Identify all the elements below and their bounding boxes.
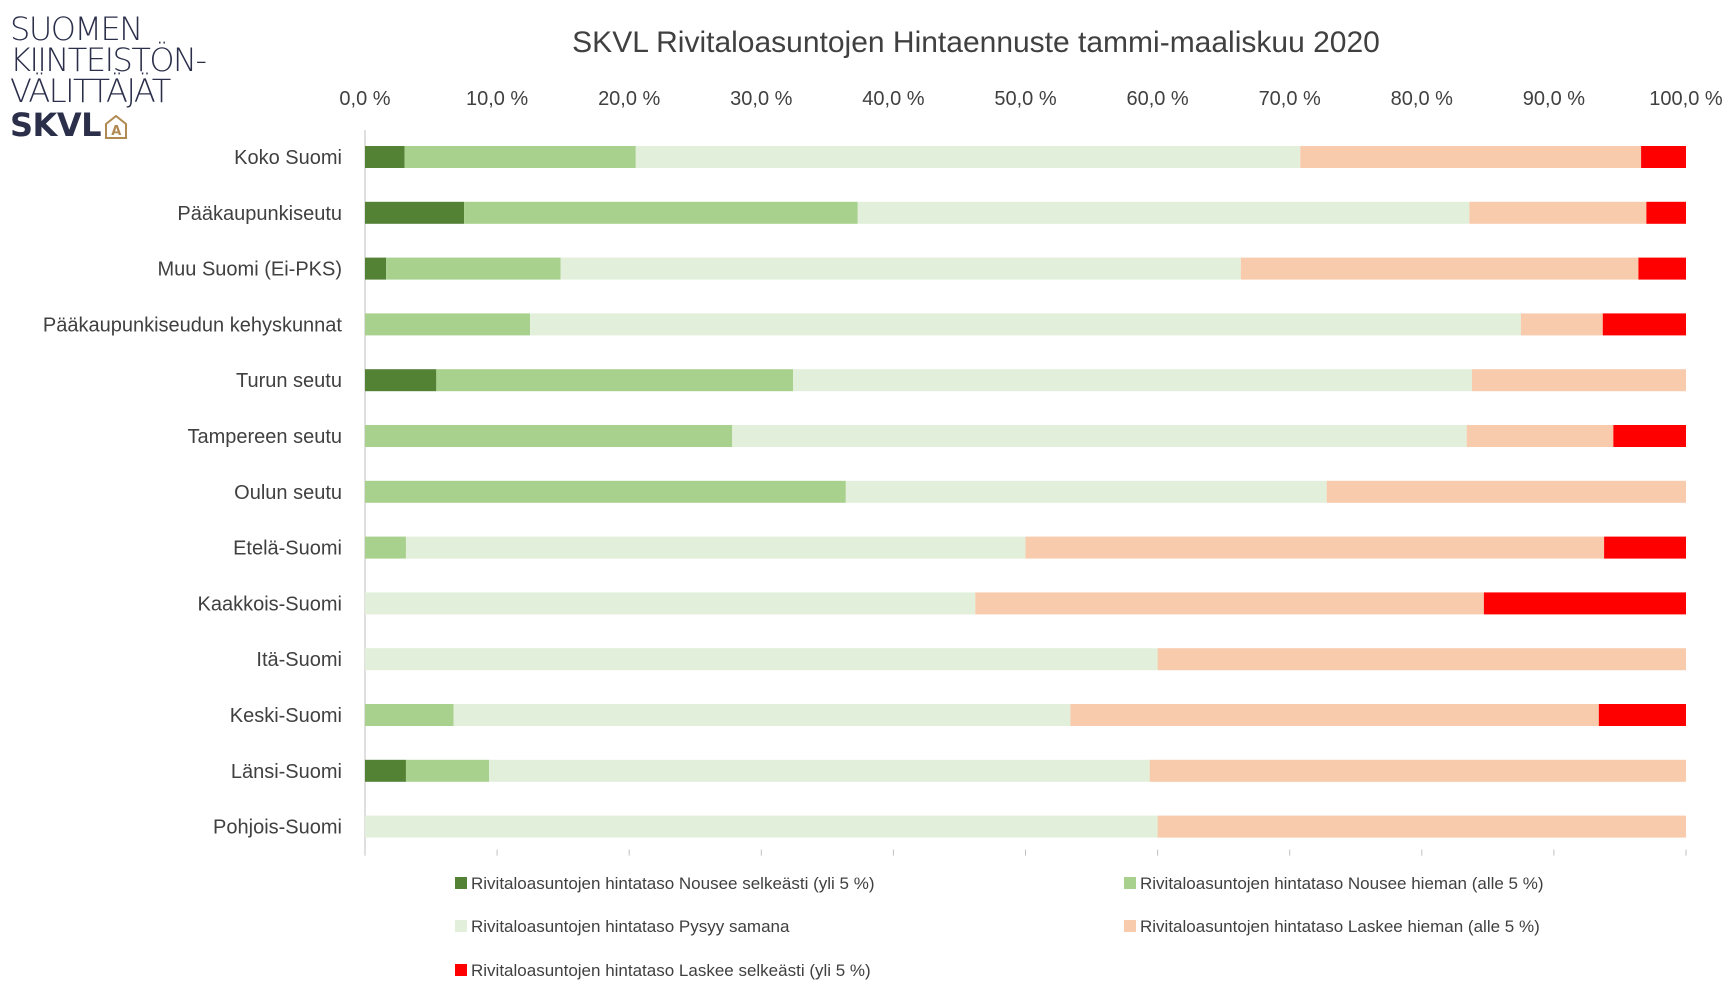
bar-segment bbox=[365, 815, 1158, 838]
bar-segment bbox=[635, 146, 1301, 168]
bar-segment bbox=[1157, 648, 1686, 671]
category-label: Turun seutu bbox=[236, 370, 342, 392]
category-label: Pääkaupunkiseutu bbox=[177, 203, 342, 225]
house-badge-icon: A bbox=[105, 115, 127, 139]
bar-segment bbox=[1240, 257, 1639, 280]
bar-segment bbox=[1638, 257, 1686, 280]
legend-label: Rivitaloasuntojen hintataso Laskee hiema… bbox=[1140, 917, 1540, 936]
logo-brand-text: SKVL bbox=[10, 106, 102, 144]
bar-segment bbox=[1157, 815, 1686, 838]
bar-segment bbox=[365, 536, 406, 559]
legend-swatch bbox=[1124, 920, 1136, 932]
category-label: Kaakkois-Suomi bbox=[197, 593, 342, 615]
bar-segment bbox=[365, 201, 465, 224]
x-tick-label: 30,0 % bbox=[730, 88, 792, 110]
bar-segment bbox=[365, 257, 387, 280]
bar-segment bbox=[464, 201, 858, 224]
x-axis-ticks: 0,0 % 10,0 % 20,0 % 30,0 % 40,0 % 50,0 % 60,0 … bbox=[339, 88, 1723, 856]
chart-title: SKVL Rivitaloasuntojen Hintaennuste tamm… bbox=[572, 26, 1380, 59]
logo-brand: SKVL A bbox=[10, 107, 206, 143]
x-tick-label: 0,0 % bbox=[339, 88, 390, 110]
category-label: Länsi-Suomi bbox=[231, 761, 342, 783]
x-tick-label: 60,0 % bbox=[1126, 88, 1188, 110]
bar-segment bbox=[365, 648, 1158, 671]
bar-segment bbox=[1602, 313, 1686, 336]
legend-label: Rivitaloasuntojen hintataso Nousee selke… bbox=[471, 874, 874, 893]
bar-segment bbox=[1646, 201, 1686, 224]
bar-segment bbox=[453, 704, 1071, 726]
bar-segment bbox=[1483, 592, 1686, 615]
legend-label: Rivitaloasuntojen hintataso Pysyy samana bbox=[471, 917, 790, 936]
bar-segment bbox=[1326, 480, 1686, 503]
category-label: Pääkaupunkiseudun kehyskunnat bbox=[43, 314, 343, 336]
x-tick-label: 90,0 % bbox=[1523, 88, 1585, 110]
category-label: Tampereen seutu bbox=[187, 426, 342, 448]
bar-segment bbox=[1641, 146, 1686, 168]
bar-segment bbox=[405, 536, 1026, 559]
x-tick-label: 70,0 % bbox=[1259, 88, 1321, 110]
bar-segment bbox=[365, 759, 406, 782]
category-labels: Koko Suomi Pääkaupunkiseutu Muu Suomi (Ei-… bbox=[43, 147, 343, 839]
bar-segment bbox=[1466, 425, 1614, 447]
skvl-logo: SUOMEN KIINTEISTÖN- VÄLITTÄJÄT SKVL A bbox=[10, 10, 207, 143]
legend-swatch bbox=[1124, 877, 1136, 889]
category-label: Itä-Suomi bbox=[256, 649, 342, 671]
bar-segment bbox=[1471, 369, 1686, 392]
legend-label: Rivitaloasuntojen hintataso Nousee hiema… bbox=[1140, 874, 1544, 893]
bar-segment bbox=[530, 313, 1521, 336]
category-label: Muu Suomi (Ei-PKS) bbox=[158, 259, 343, 281]
bar-segment bbox=[560, 257, 1241, 280]
legend-swatch bbox=[455, 877, 467, 889]
legend-label: Rivitaloasuntojen hintataso Laskee selke… bbox=[471, 961, 871, 980]
bar-segment bbox=[365, 704, 454, 726]
bar-segment bbox=[404, 146, 636, 168]
x-tick-label: 20,0 % bbox=[598, 88, 660, 110]
bar-segment bbox=[975, 592, 1484, 615]
x-tick-label: 10,0 % bbox=[466, 88, 528, 110]
x-tick-label: 40,0 % bbox=[862, 88, 924, 110]
x-tick-label: 100,0 % bbox=[1649, 88, 1723, 110]
bar-segment bbox=[365, 146, 405, 168]
bar-segment bbox=[1598, 704, 1686, 726]
bar-segment bbox=[405, 759, 490, 782]
bar-segment bbox=[1613, 425, 1686, 447]
category-label: Etelä-Suomi bbox=[233, 538, 342, 560]
bar-segment bbox=[1300, 146, 1642, 168]
category-label: Oulun seutu bbox=[234, 482, 342, 504]
bar-segment bbox=[1025, 536, 1605, 559]
category-label: Pohjois-Suomi bbox=[213, 817, 342, 839]
bar-segment bbox=[732, 425, 1467, 447]
bar-segment bbox=[1070, 704, 1599, 726]
x-tick-label: 80,0 % bbox=[1391, 88, 1453, 110]
bar-segment bbox=[386, 257, 561, 280]
bar-segment bbox=[436, 369, 794, 392]
logo-line-1: SUOMEN bbox=[10, 10, 143, 48]
logo-line-2: KIINTEISTÖN- bbox=[10, 41, 207, 79]
bar-segment bbox=[489, 759, 1150, 782]
legend-swatch bbox=[455, 920, 467, 932]
bar-segment bbox=[365, 313, 531, 336]
bar-segment bbox=[1149, 759, 1686, 782]
legend: Rivitaloasuntojen hintataso Nousee selke… bbox=[455, 874, 1544, 980]
bar-segment bbox=[365, 592, 976, 615]
bar-segment bbox=[793, 369, 1472, 392]
bars bbox=[365, 146, 1686, 838]
legend-swatch bbox=[455, 964, 467, 976]
bar-segment bbox=[1520, 313, 1603, 336]
bar-segment bbox=[1604, 536, 1686, 559]
x-tick-label: 50,0 % bbox=[994, 88, 1056, 110]
logo-line-3: VÄLITTÄJÄT bbox=[10, 72, 171, 110]
logo-badge-letter: A bbox=[111, 124, 121, 139]
bar-segment bbox=[857, 201, 1470, 224]
bar-segment bbox=[845, 480, 1327, 503]
category-label: Koko Suomi bbox=[234, 147, 342, 169]
bar-segment bbox=[365, 369, 437, 392]
bar-segment bbox=[365, 480, 846, 503]
bar-segment bbox=[1469, 201, 1647, 224]
category-label: Keski-Suomi bbox=[230, 705, 342, 727]
bar-segment bbox=[365, 425, 733, 447]
